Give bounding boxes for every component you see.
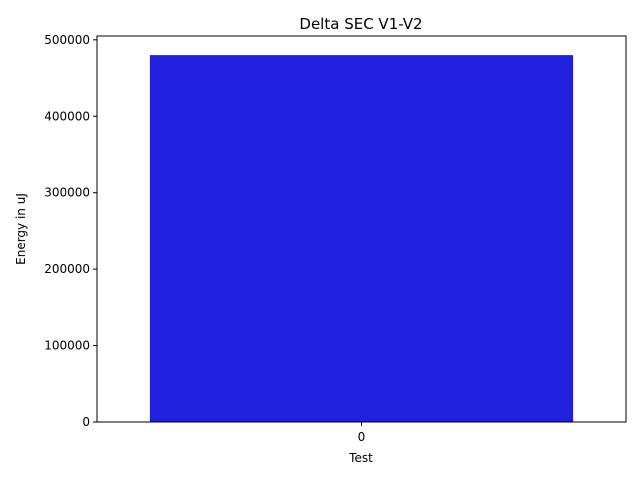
y-tick-label: 0: [82, 415, 90, 429]
bar-0: [149, 55, 574, 422]
y-tick-label: 500000: [44, 33, 90, 47]
y-tick-label: 200000: [44, 262, 90, 276]
x-axis-label: Test: [348, 451, 373, 465]
x-axis-ticks: 0: [358, 422, 366, 444]
x-tick-label: 0: [358, 430, 366, 444]
y-tick-label: 100000: [44, 339, 90, 353]
y-tick-label: 400000: [44, 109, 90, 123]
y-axis-label: Energy in uJ: [14, 193, 28, 265]
chart-title: Delta SEC V1-V2: [299, 15, 422, 33]
plot-frame: [96, 35, 627, 423]
y-axis-ticks: 0 100000 200000 300000 400000 500000: [44, 33, 97, 429]
bars: [149, 55, 574, 422]
plot-area: 0 100000 200000 300000 400000 500000 0: [44, 33, 627, 444]
y-tick-label: 300000: [44, 186, 90, 200]
